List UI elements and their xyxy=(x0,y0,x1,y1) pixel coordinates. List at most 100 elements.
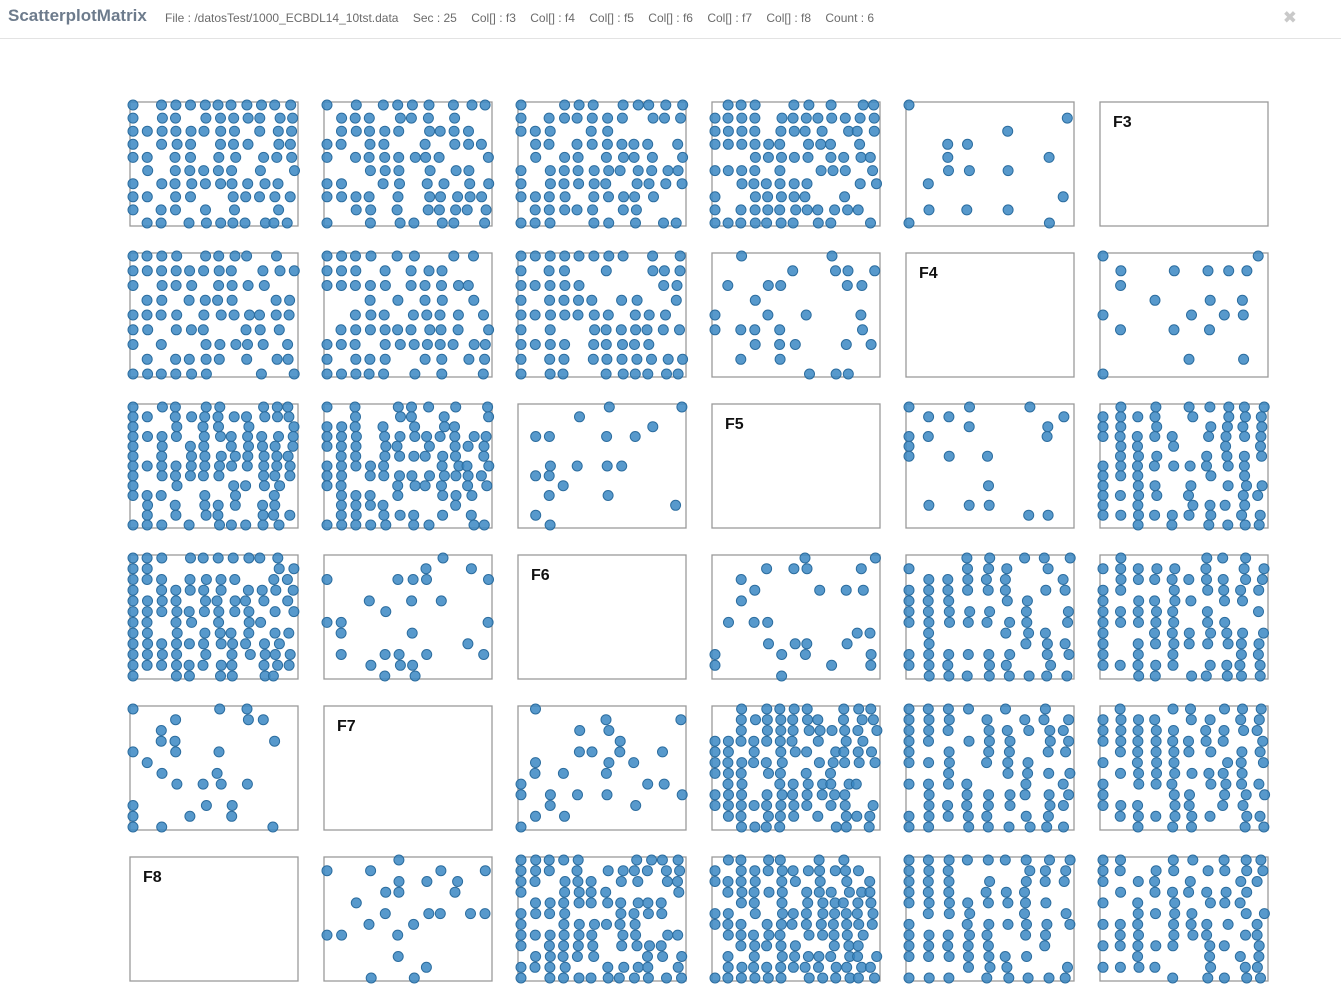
data-point xyxy=(214,339,226,350)
data-point xyxy=(226,294,238,306)
data-point xyxy=(1058,411,1070,423)
data-point xyxy=(722,778,734,790)
data-point xyxy=(227,552,239,564)
data-point xyxy=(515,908,527,920)
data-point xyxy=(1060,746,1072,758)
header-info: File : /datosTest/1000_ECBDL14_10tst.dat… xyxy=(165,11,885,25)
data-point xyxy=(254,552,266,564)
data-point xyxy=(1254,509,1266,521)
data-point xyxy=(1097,735,1109,747)
data-point xyxy=(482,151,494,163)
data-point xyxy=(1000,886,1012,898)
data-point xyxy=(258,151,270,163)
data-point xyxy=(864,961,876,973)
data-point xyxy=(854,112,866,124)
data-point xyxy=(394,470,405,482)
data-point xyxy=(709,865,721,877)
col-info-f4: Col[] : f4 xyxy=(530,11,575,25)
data-point xyxy=(1185,595,1197,607)
data-point xyxy=(672,929,684,941)
data-point xyxy=(903,854,915,866)
data-point xyxy=(632,897,644,909)
data-point xyxy=(1114,961,1126,973)
data-point xyxy=(603,250,615,262)
data-point xyxy=(544,294,556,306)
data-point xyxy=(776,865,788,877)
data-point xyxy=(586,746,598,758)
data-point xyxy=(585,897,597,909)
data-point xyxy=(1204,401,1216,413)
data-point xyxy=(802,897,814,909)
data-point xyxy=(461,204,473,216)
data-point xyxy=(288,606,300,618)
data-point xyxy=(841,929,853,941)
data-point xyxy=(825,151,837,163)
data-point xyxy=(1132,574,1144,585)
data-point xyxy=(709,735,721,747)
data-point xyxy=(944,616,955,628)
data-point xyxy=(1060,908,1072,920)
data-point xyxy=(350,151,361,163)
data-point xyxy=(618,961,630,973)
data-point xyxy=(212,499,224,511)
data-point xyxy=(1041,649,1053,660)
data-point xyxy=(585,876,597,887)
data-point xyxy=(841,876,853,887)
data-point xyxy=(1019,908,1030,920)
data-point xyxy=(423,265,435,277)
data-point xyxy=(574,411,585,423)
data-point xyxy=(775,961,787,973)
data-point xyxy=(903,584,915,596)
data-point xyxy=(559,250,571,262)
data-point xyxy=(942,584,954,596)
data-point xyxy=(1002,165,1014,177)
data-point xyxy=(631,294,643,306)
data-point xyxy=(826,112,838,124)
data-point xyxy=(776,757,788,769)
data-point xyxy=(632,99,644,111)
data-point xyxy=(942,659,954,671)
data-point xyxy=(903,431,915,442)
data-point xyxy=(1043,151,1055,163)
data-point xyxy=(662,353,674,365)
data-point xyxy=(1220,431,1232,442)
data-point xyxy=(943,450,955,462)
data-point xyxy=(864,886,876,898)
data-point xyxy=(1186,810,1198,822)
data-point xyxy=(156,606,168,618)
data-point xyxy=(436,480,447,492)
data-point xyxy=(656,854,668,866)
data-point xyxy=(1168,725,1179,736)
data-point xyxy=(321,178,333,190)
data-point xyxy=(141,616,153,628)
data-point xyxy=(749,138,761,150)
cell-frame xyxy=(323,856,493,982)
data-point xyxy=(1240,929,1251,941)
data-point xyxy=(749,908,761,920)
data-point xyxy=(259,411,271,423)
data-point xyxy=(841,961,853,973)
data-point xyxy=(438,178,450,190)
data-point xyxy=(803,99,815,111)
data-point xyxy=(449,138,461,150)
data-point xyxy=(335,499,347,511)
data-point xyxy=(530,757,541,769)
data-point xyxy=(171,638,182,650)
data-point xyxy=(544,324,556,336)
data-point xyxy=(127,746,139,758)
data-point xyxy=(1236,778,1248,790)
data-point xyxy=(722,735,734,747)
data-point xyxy=(799,649,811,660)
data-point xyxy=(284,649,296,660)
data-point xyxy=(1255,854,1267,866)
data-point xyxy=(750,714,761,726)
data-point xyxy=(421,178,433,190)
data-point xyxy=(1235,714,1247,726)
data-point xyxy=(1021,595,1033,607)
data-point xyxy=(434,339,446,350)
data-point xyxy=(749,940,761,952)
data-point xyxy=(1236,509,1248,521)
data-point xyxy=(1186,908,1198,920)
data-point xyxy=(530,951,542,962)
close-icon[interactable]: ✖ xyxy=(1282,8,1297,27)
